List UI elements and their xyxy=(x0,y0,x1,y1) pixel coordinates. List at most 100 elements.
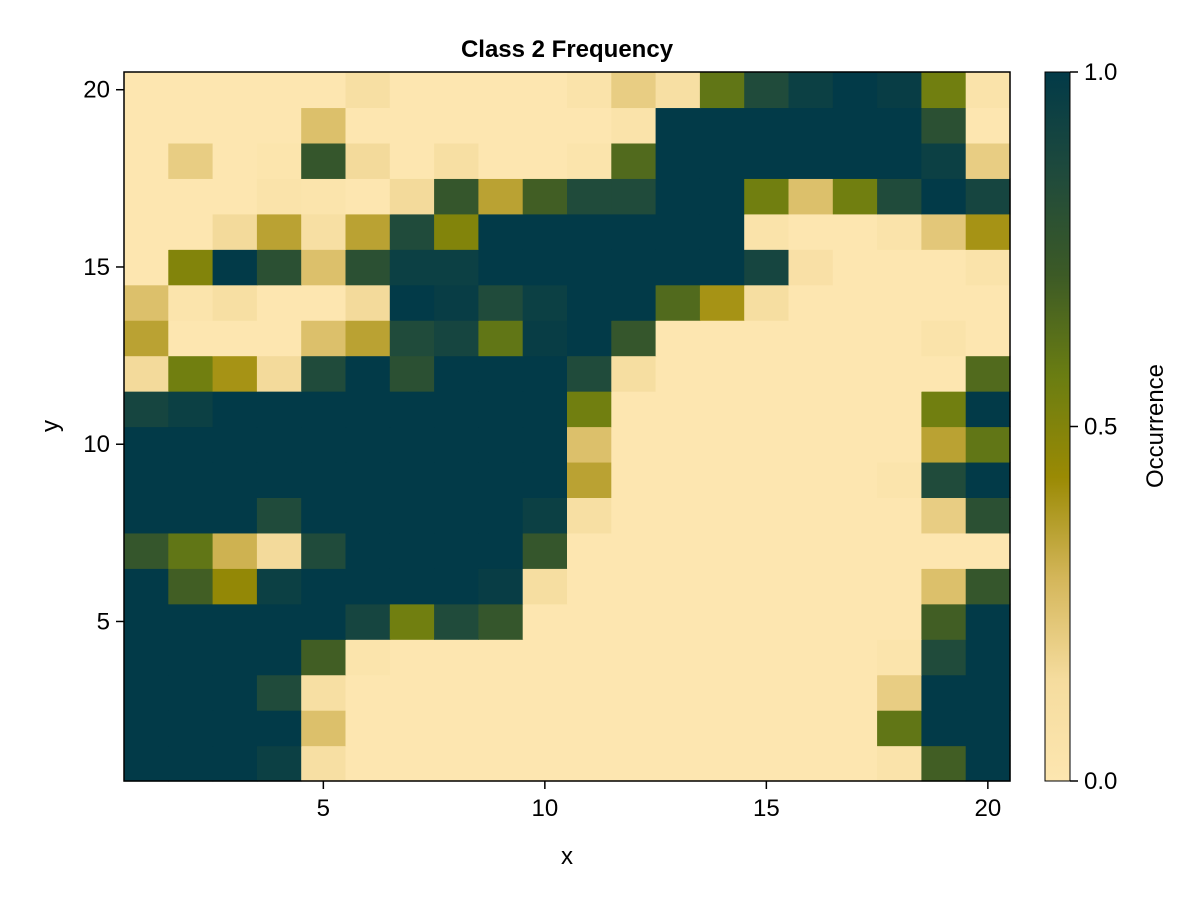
heatmap-cell xyxy=(168,320,214,357)
heatmap-cell xyxy=(434,568,479,605)
x-tick-label: 20 xyxy=(974,795,1001,822)
heatmap-cell xyxy=(699,391,745,428)
heatmap-cell xyxy=(212,426,258,463)
heatmap-cell xyxy=(478,142,524,179)
heatmap-cell xyxy=(744,249,790,286)
heatmap-cell xyxy=(965,710,1011,747)
heatmap-cell xyxy=(478,532,524,569)
heatmap-cell xyxy=(478,710,524,747)
heatmap-cell xyxy=(522,603,568,640)
heatmap-cell xyxy=(301,745,347,782)
heatmap-cell xyxy=(301,603,347,640)
heatmap-cell xyxy=(478,320,524,357)
heatmap-cell xyxy=(168,461,214,498)
heatmap-cell xyxy=(212,355,258,392)
heatmap-cell xyxy=(478,674,524,711)
heatmap-cell xyxy=(877,284,922,321)
heatmap-cell xyxy=(699,532,745,569)
heatmap-cell xyxy=(788,497,834,534)
heatmap-cell xyxy=(389,532,435,569)
heatmap-cell xyxy=(168,284,214,321)
heatmap-cell xyxy=(921,568,967,605)
heatmap-cell xyxy=(611,284,657,321)
heatmap-cell xyxy=(434,710,479,747)
colorbar-ticks: 0.0 0.5 1.0 xyxy=(1070,59,1117,795)
heatmap-cell xyxy=(655,603,701,640)
heatmap-cell xyxy=(124,249,169,286)
heatmap-cell xyxy=(832,568,878,605)
heatmap-cell xyxy=(434,142,479,179)
heatmap-cell xyxy=(212,142,258,179)
heatmap-cell xyxy=(655,320,701,357)
heatmap-cell xyxy=(567,710,612,747)
colorbar-label: Occurrence xyxy=(1142,364,1169,488)
heatmap-cell xyxy=(212,532,258,569)
heatmap-cell xyxy=(921,320,967,357)
heatmap-cell xyxy=(256,72,302,109)
heatmap-cell xyxy=(699,320,745,357)
heatmap-cell xyxy=(478,426,524,463)
heatmap-cell xyxy=(567,391,612,428)
x-axis-ticks: 5 10 15 20 xyxy=(317,781,1001,822)
heatmap-cell xyxy=(389,213,435,250)
heatmap-cell xyxy=(788,107,834,144)
heatmap-cell xyxy=(744,497,790,534)
heatmap-cell xyxy=(655,178,701,215)
heatmap-cell xyxy=(877,72,922,109)
heatmap-cell xyxy=(611,710,657,747)
heatmap-cell xyxy=(345,142,391,179)
heatmap-cell xyxy=(965,426,1011,463)
heatmap-cell xyxy=(877,320,922,357)
heatmap-cell xyxy=(168,426,214,463)
heatmap-cell xyxy=(699,710,745,747)
heatmap-cell xyxy=(256,745,302,782)
heatmap-cell xyxy=(389,603,435,640)
heatmap-cell xyxy=(301,284,347,321)
heatmap-cell xyxy=(567,639,612,676)
heatmap-cell xyxy=(655,249,701,286)
heatmap-cell xyxy=(389,391,435,428)
heatmap-cell xyxy=(389,284,435,321)
heatmap-cell xyxy=(744,391,790,428)
heatmap-cell xyxy=(744,461,790,498)
heatmap-cell xyxy=(611,603,657,640)
heatmap-cell xyxy=(522,745,568,782)
heatmap-cell xyxy=(168,178,214,215)
heatmap-cell xyxy=(744,107,790,144)
heatmap-cell xyxy=(699,72,745,109)
heatmap-cell xyxy=(256,355,302,392)
heatmap-cell xyxy=(168,568,214,605)
heatmap-cell xyxy=(345,72,391,109)
heatmap-cells xyxy=(124,72,1011,782)
heatmap-cell xyxy=(567,745,612,782)
heatmap-cell xyxy=(788,391,834,428)
x-axis-label: x xyxy=(561,843,573,870)
heatmap-cell xyxy=(212,745,258,782)
heatmap-cell xyxy=(478,391,524,428)
heatmap-cell xyxy=(212,639,258,676)
heatmap-cell xyxy=(434,461,479,498)
heatmap-cell xyxy=(877,249,922,286)
heatmap-cell xyxy=(832,284,878,321)
heatmap-cell xyxy=(522,355,568,392)
heatmap-cell xyxy=(699,674,745,711)
heatmap-cell xyxy=(655,710,701,747)
heatmap-cell xyxy=(877,142,922,179)
plot-frame xyxy=(123,71,1011,782)
heatmap-cell xyxy=(168,497,214,534)
heatmap-cell xyxy=(478,107,524,144)
heatmap-cell xyxy=(345,674,391,711)
heatmap-cell xyxy=(788,426,834,463)
heatmap-cell xyxy=(389,320,435,357)
heatmap-cell xyxy=(522,72,568,109)
heatmap-cell xyxy=(301,355,347,392)
heatmap-cell xyxy=(345,391,391,428)
heatmap-cell xyxy=(744,639,790,676)
heatmap-cell xyxy=(345,710,391,747)
heatmap-cell xyxy=(168,72,214,109)
heatmap-cell xyxy=(832,674,878,711)
heatmap-cell xyxy=(478,249,524,286)
heatmap-cell xyxy=(478,72,524,109)
